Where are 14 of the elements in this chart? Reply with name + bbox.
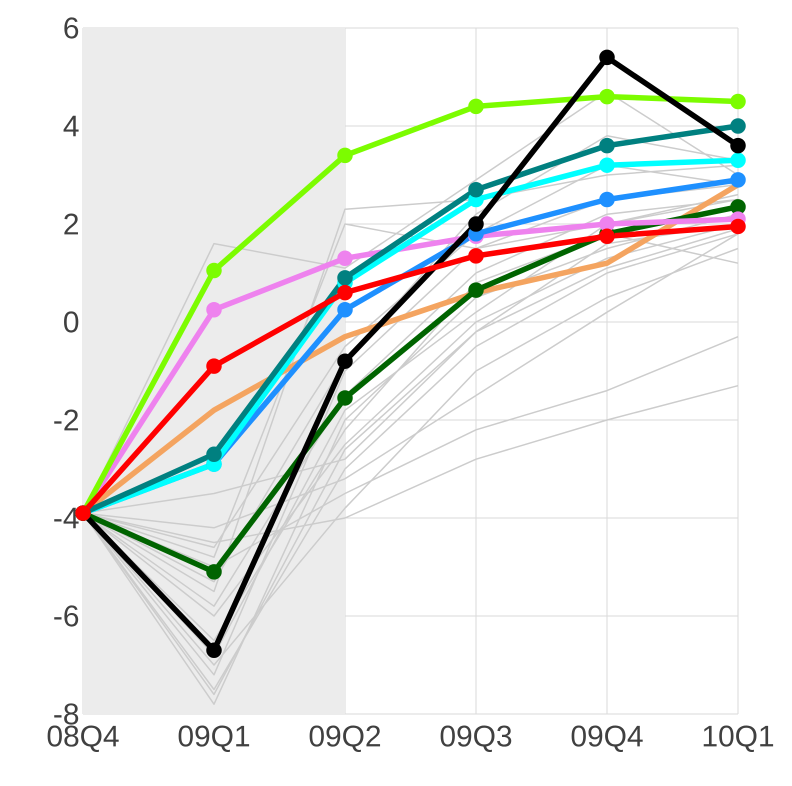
x-tick-label: 09Q3 [440, 726, 512, 752]
y-tick-label: -2 [54, 410, 78, 430]
y-tick-label: 2 [64, 214, 78, 234]
y-tick-label: -8 [54, 703, 78, 725]
y-tick-label: 0 [64, 311, 78, 333]
y-tick-label: -4 [54, 508, 79, 528]
y-tick-label: 4 [64, 116, 79, 136]
y-tick-label: -6 [54, 605, 78, 627]
x-tick-label: 08Q4 [48, 726, 119, 752]
x-tick-label: 10Q1 [704, 726, 774, 752]
x-tick-label: 09Q4 [572, 726, 643, 752]
y-tick-label: 6 [64, 17, 78, 39]
x-tick-label: 09Q1 [178, 726, 250, 752]
x-tick-label: 09Q2 [310, 726, 380, 752]
